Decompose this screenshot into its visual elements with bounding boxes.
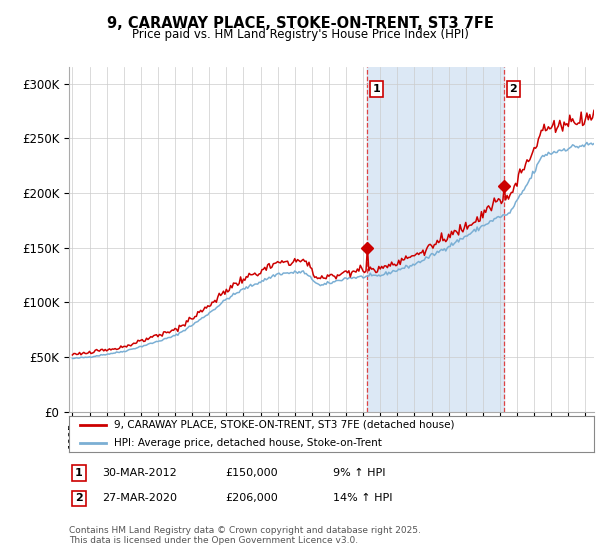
Text: Contains HM Land Registry data © Crown copyright and database right 2025.: Contains HM Land Registry data © Crown c…	[69, 526, 421, 535]
Text: 9, CARAWAY PLACE, STOKE-ON-TRENT, ST3 7FE: 9, CARAWAY PLACE, STOKE-ON-TRENT, ST3 7F…	[107, 16, 493, 31]
Text: 27-MAR-2020: 27-MAR-2020	[102, 493, 177, 503]
Text: 1: 1	[75, 468, 83, 478]
Text: 1: 1	[373, 84, 380, 94]
Text: 2: 2	[75, 493, 83, 503]
Text: £150,000: £150,000	[225, 468, 278, 478]
Text: Price paid vs. HM Land Registry's House Price Index (HPI): Price paid vs. HM Land Registry's House …	[131, 28, 469, 41]
Text: This data is licensed under the Open Government Licence v3.0.: This data is licensed under the Open Gov…	[69, 536, 358, 545]
Bar	[367, 67, 504, 412]
Text: 9% ↑ HPI: 9% ↑ HPI	[333, 468, 386, 478]
Text: 2: 2	[509, 84, 517, 94]
Text: 9, CARAWAY PLACE, STOKE-ON-TRENT, ST3 7FE (detached house): 9, CARAWAY PLACE, STOKE-ON-TRENT, ST3 7F…	[113, 419, 454, 430]
Text: 14% ↑ HPI: 14% ↑ HPI	[333, 493, 392, 503]
Text: £206,000: £206,000	[225, 493, 278, 503]
Text: HPI: Average price, detached house, Stoke-on-Trent: HPI: Average price, detached house, Stok…	[113, 438, 382, 448]
Text: 30-MAR-2012: 30-MAR-2012	[102, 468, 177, 478]
